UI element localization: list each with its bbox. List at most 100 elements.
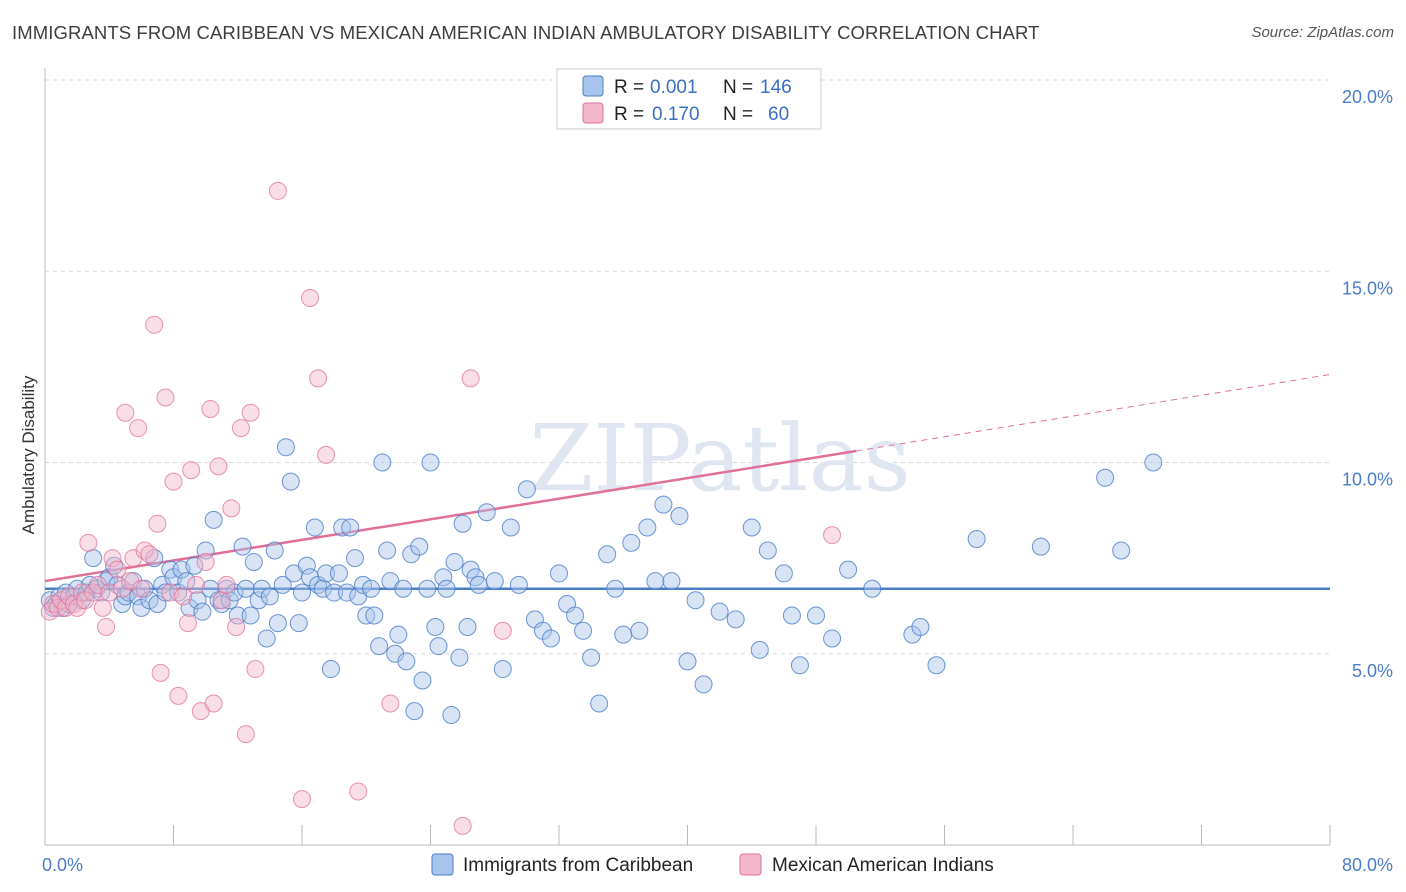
point-caribbean-153 [1031,537,1050,556]
point-caribbean-114 [517,480,536,499]
point-mexican-36 [186,575,205,594]
point-caribbean-127 [622,533,641,552]
legend-n-label-1: N = [723,77,753,98]
point-caribbean-111 [493,660,512,679]
point-caribbean-126 [614,625,633,644]
point-caribbean-76 [341,518,360,537]
point-caribbean-134 [678,652,697,671]
point-mexican-57 [453,816,472,835]
point-caribbean-140 [750,640,769,659]
legend-r-label-2: R = [614,104,644,125]
point-caribbean-128 [630,621,649,640]
point-caribbean-53 [249,591,268,610]
gridlines [45,79,1330,655]
point-caribbean-102 [445,552,464,571]
point-caribbean-92 [405,702,424,721]
point-caribbean-138 [726,610,745,629]
legend-swatch-blue [582,75,604,97]
point-caribbean-72 [325,583,344,602]
bottom-legend-label-mexican: Mexican American Indians [772,855,994,876]
point-caribbean-132 [662,572,681,591]
point-caribbean-63 [289,614,308,633]
point-caribbean-125 [606,579,625,598]
point-caribbean-60 [276,438,295,457]
trend-lines [44,374,1331,590]
point-caribbean-122 [582,648,601,667]
point-mexican-14 [97,617,116,636]
point-mexican-26 [145,315,164,334]
point-mexican-49 [246,660,265,679]
point-caribbean-113 [509,575,528,594]
point-caribbean-59 [273,575,292,594]
point-mexican-59 [493,621,512,640]
point-caribbean-84 [373,453,392,472]
point-caribbean-89 [394,579,413,598]
point-mexican-27 [148,514,167,533]
legend-r-value-1: 0.001 [650,77,698,98]
point-caribbean-38 [188,591,207,610]
point-mexican-19 [116,403,135,422]
bottom-legend-label-caribbean: Immigrants from Caribbean [463,855,693,876]
legend-n-value-1: 146 [760,77,792,98]
point-caribbean-75 [337,583,356,602]
legend-swatch-pink [582,102,604,124]
point-caribbean-131 [654,495,673,514]
legend-n-value-2: 60 [768,104,789,125]
point-caribbean-88 [389,625,408,644]
point-caribbean-118 [550,564,568,583]
point-mexican-29 [156,388,175,407]
point-caribbean-148 [863,579,882,598]
y-tick-label-15: 15.0% [1342,278,1393,298]
point-caribbean-55 [257,629,276,648]
point-mexican-45 [227,617,246,636]
point-mexican-16 [103,549,122,568]
y-tick-labels: 5.0% 10.0% 15.0% 20.0% [1342,87,1393,681]
point-mexican-52 [301,289,320,308]
point-mexican-35 [182,461,201,480]
x-tick-label-80: 80.0% [1342,855,1393,875]
point-caribbean-39 [193,602,212,621]
point-caribbean-90 [397,652,416,671]
point-caribbean-151 [927,656,946,675]
point-caribbean-67 [305,518,324,537]
point-caribbean-123 [590,694,609,713]
point-mexican-25 [140,545,159,564]
point-mexican-28 [151,663,170,682]
point-caribbean-96 [421,453,440,472]
point-mexican-53 [309,369,328,388]
point-mexican-22 [129,419,148,438]
axes [44,68,1331,846]
x-tick-label-0: 0.0% [42,855,83,875]
point-caribbean-104 [453,514,472,533]
legend-r-value-2: 0.170 [652,104,700,125]
point-mexican-40 [204,694,223,713]
point-mexican-44 [222,499,241,518]
point-caribbean-137 [710,602,729,621]
point-caribbean-101 [442,705,461,724]
point-caribbean-98 [429,637,448,656]
point-caribbean-83 [370,637,389,656]
point-caribbean-61 [281,472,300,491]
point-caribbean-81 [362,579,381,598]
point-mexican-60 [823,526,842,545]
y-tick-label-20: 20.0% [1342,87,1393,107]
point-mexican-38 [196,552,215,571]
point-caribbean-100 [437,579,456,598]
chart-source: Source: ZipAtlas.com [1251,24,1394,41]
point-caribbean-82 [365,606,384,625]
bottom-legend: Immigrants from Caribbean Mexican Americ… [431,853,994,876]
point-mexican-58 [461,369,480,388]
point-caribbean-37 [185,556,204,575]
point-caribbean-77 [346,549,365,568]
point-caribbean-136 [694,675,713,694]
point-caribbean-129 [638,518,657,537]
point-mexican-55 [349,782,368,801]
point-caribbean-108 [469,575,488,594]
point-caribbean-85 [378,541,397,560]
point-caribbean-56 [260,587,279,606]
point-caribbean-69 [313,579,332,598]
point-mexican-32 [169,686,188,705]
series-mexican-american-indian-points [40,181,842,835]
point-mexican-46 [231,419,250,438]
